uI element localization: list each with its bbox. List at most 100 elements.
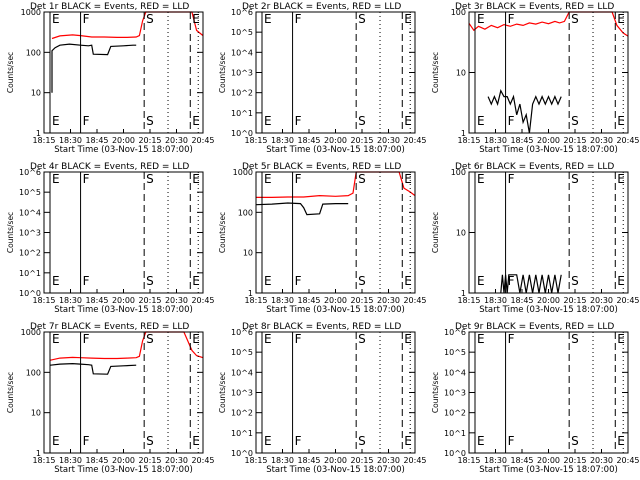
marker-label: E (404, 114, 412, 128)
marker-label: E (617, 434, 625, 448)
marker-label-top: E (404, 172, 412, 186)
marker-label: S (358, 434, 366, 448)
x-tick-label: 20:00 (324, 456, 347, 465)
x-tick-label: 18:45 (297, 136, 320, 145)
x-tick-label: 20:30 (377, 296, 400, 305)
y-tick-label: 10 (31, 409, 41, 418)
marker-label: F (295, 114, 302, 128)
marker-label: F (508, 274, 515, 288)
x-axis-label: Start Time (03-Nov-15 18:07:00) (54, 305, 193, 315)
marker-label: S (358, 114, 366, 128)
panel-det-5: Det 5r BLACK = Events, RED = LLDEEFFSSEE… (218, 162, 427, 315)
x-tick-label: 20:45 (616, 296, 639, 305)
x-tick-label: 20:00 (324, 136, 347, 145)
y-axis-label: Counts/sec (431, 212, 440, 253)
x-tick-label: 20:30 (590, 136, 613, 145)
x-tick-label: 18:30 (271, 136, 294, 145)
x-axis-label: Start Time (03-Nov-15 18:07:00) (479, 145, 618, 155)
y-tick-label: 10^4 (444, 368, 466, 377)
x-tick-label: 20:00 (537, 456, 560, 465)
x-tick-label: 20:00 (112, 456, 135, 465)
marker-label-top: E (617, 172, 625, 186)
marker-label-top: S (571, 172, 579, 186)
y-tick-label: 10^0 (231, 129, 253, 138)
plot-frame (468, 11, 629, 134)
x-tick-label: 20:15 (138, 456, 161, 465)
panel-det-4: Det 4r BLACK = Events, RED = LLDEEFFSSEE… (6, 162, 215, 315)
y-tick-label: 100 (26, 48, 41, 57)
series-line-lld (50, 331, 204, 361)
plot-frame (255, 331, 416, 454)
marker-label-top: E (192, 332, 200, 346)
x-axis-label: Start Time (03-Nov-15 18:07:00) (54, 465, 193, 475)
y-tick-label: 10^1 (444, 429, 466, 438)
x-tick-label: 18:30 (484, 296, 507, 305)
plot-frame (255, 11, 416, 134)
x-axis-label: Start Time (03-Nov-15 18:07:00) (54, 145, 193, 155)
marker-label: F (295, 434, 302, 448)
y-axis-label: Counts/sec (6, 212, 15, 253)
x-axis-label: Start Time (03-Nov-15 18:07:00) (266, 465, 405, 475)
plot-frame (468, 331, 629, 454)
x-axis-label: Start Time (03-Nov-15 18:07:00) (479, 305, 618, 315)
marker-label: E (477, 114, 485, 128)
x-tick-label: 20:30 (377, 456, 400, 465)
panel-det-7: Det 7r BLACK = Events, RED = LLDEEFFSSEE… (6, 322, 215, 475)
marker-label-top: F (295, 172, 302, 186)
x-tick-label: 20:45 (403, 136, 426, 145)
plot-frame (43, 331, 204, 454)
x-tick-label: 20:30 (590, 456, 613, 465)
x-tick-label: 18:15 (457, 296, 480, 305)
y-tick-label: 100 (26, 368, 41, 377)
x-tick-label: 18:15 (244, 296, 267, 305)
marker-label-top: E (404, 12, 412, 26)
marker-label: F (83, 274, 90, 288)
marker-label: F (295, 274, 302, 288)
marker-label-top: E (192, 12, 200, 26)
panel-title: Det 7r BLACK = Events, RED = LLD (30, 322, 189, 332)
x-tick-label: 18:15 (32, 456, 55, 465)
marker-label: E (264, 114, 272, 128)
y-tick-label: 1 (36, 449, 41, 458)
marker-label-top: F (83, 332, 90, 346)
y-tick-label: 10^5 (231, 28, 253, 37)
x-tick-label: 18:15 (244, 456, 267, 465)
x-tick-label: 20:15 (350, 136, 373, 145)
x-tick-label: 20:15 (350, 456, 373, 465)
marker-label: F (83, 114, 90, 128)
x-tick-label: 20:15 (138, 296, 161, 305)
x-tick-label: 18:45 (510, 296, 533, 305)
x-tick-label: 18:45 (85, 136, 108, 145)
y-tick-label: 10^1 (231, 109, 253, 118)
y-tick-label: 10^5 (444, 348, 466, 357)
y-tick-label: 10^6 (444, 328, 466, 337)
marker-label-top: F (83, 172, 90, 186)
y-tick-label: 10^0 (231, 449, 253, 458)
x-tick-label: 20:45 (403, 296, 426, 305)
marker-label: E (617, 274, 625, 288)
y-axis-label: Counts/sec (218, 212, 227, 253)
y-tick-label: 10^5 (19, 188, 41, 197)
y-tick-label: 1000 (21, 8, 41, 17)
x-axis-label: Start Time (03-Nov-15 18:07:00) (266, 145, 405, 155)
series-line-events (50, 362, 137, 375)
marker-label-top: E (617, 332, 625, 346)
marker-label-top: E (264, 12, 272, 26)
y-tick-label: 10^0 (19, 289, 41, 298)
x-tick-label: 18:30 (271, 456, 294, 465)
y-tick-label: 10^3 (19, 229, 41, 238)
y-tick-label: 10^5 (231, 348, 253, 357)
marker-label-top: F (508, 332, 515, 346)
x-tick-label: 20:15 (563, 296, 586, 305)
marker-label-top: S (146, 332, 154, 346)
x-tick-label: 20:30 (165, 136, 188, 145)
y-axis-label: Counts/sec (6, 52, 15, 93)
x-axis-label: Start Time (03-Nov-15 18:07:00) (479, 465, 618, 475)
x-tick-label: 20:45 (616, 136, 639, 145)
x-tick-label: 20:00 (537, 296, 560, 305)
marker-label-top: F (508, 172, 515, 186)
marker-label: E (52, 114, 60, 128)
x-tick-label: 18:30 (484, 456, 507, 465)
y-tick-label: 10^6 (231, 8, 253, 17)
y-tick-label: 10 (456, 229, 466, 238)
